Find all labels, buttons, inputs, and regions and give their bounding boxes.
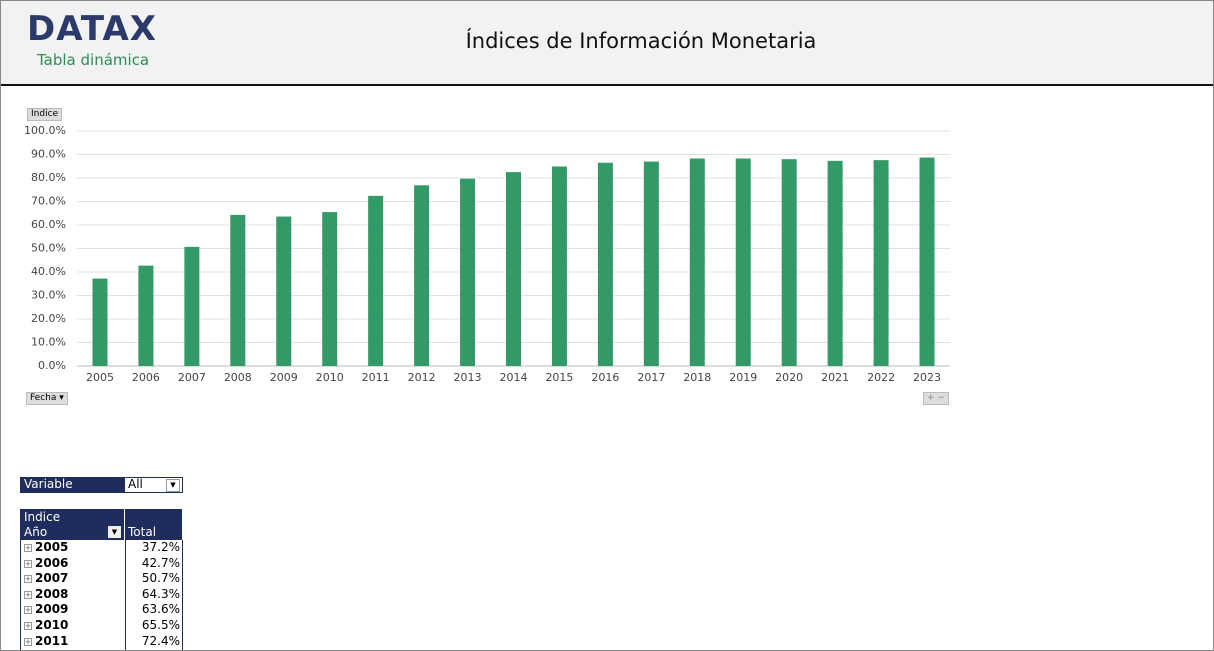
- y-tick-label: 80.0%: [31, 171, 66, 184]
- bar: [184, 246, 200, 366]
- bar: [689, 158, 705, 366]
- pivot-row-total: 37.2%: [141, 540, 180, 554]
- pivot-row-label: Año: [24, 525, 48, 539]
- filter-label-cell: Variable: [20, 477, 124, 493]
- expand-icon[interactable]: +: [24, 559, 32, 568]
- x-tick-label: 2022: [867, 371, 895, 384]
- expand-collapse-buttons[interactable]: + −: [923, 392, 949, 405]
- pivot-row-year: 2011: [35, 633, 69, 648]
- x-tick-label: 2011: [362, 371, 390, 384]
- logo-subtitle: Tabla dinámica: [37, 51, 150, 69]
- x-tick-label: 2017: [637, 371, 665, 384]
- x-tick-label: 2013: [454, 371, 482, 384]
- pivot-row-total: 63.6%: [141, 602, 180, 617]
- bar: [597, 162, 613, 366]
- x-tick-label: 2012: [408, 371, 436, 384]
- y-tick-label: 40.0%: [31, 265, 66, 278]
- divider: [124, 509, 125, 540]
- pivot-row-total: 50.7%: [141, 571, 180, 586]
- x-tick-label: 2016: [591, 371, 619, 384]
- x-tick-label: 2018: [683, 371, 711, 384]
- pivot-header: Indice Año ▼ Total: [20, 509, 182, 540]
- pivot-row-total: 65.5%: [141, 618, 180, 632]
- divider: [125, 540, 126, 650]
- expand-icon[interactable]: +: [24, 575, 32, 584]
- y-tick-label: 50.0%: [31, 242, 66, 255]
- x-tick-label: 2015: [545, 371, 573, 384]
- bar: [781, 159, 797, 366]
- pivot-row-year: 2010: [35, 618, 69, 632]
- bar: [414, 185, 430, 366]
- pivot-values-label: Indice: [24, 510, 61, 524]
- pivot-column-label: Total: [128, 525, 157, 539]
- y-tick-label: 70.0%: [31, 195, 66, 208]
- x-tick-label: 2019: [729, 371, 757, 384]
- filter-value: All: [128, 477, 143, 491]
- x-tick-label: 2021: [821, 371, 849, 384]
- pivot-row-year: 2009: [35, 602, 69, 617]
- pivot-row-total: 64.3%: [141, 586, 180, 601]
- x-tick-label: 2006: [132, 371, 160, 384]
- x-tick-label: 2007: [178, 371, 206, 384]
- expand-icon[interactable]: +: [24, 606, 32, 615]
- y-tick-label: 10.0%: [31, 336, 66, 349]
- bar: [322, 212, 338, 366]
- logo: DATAX: [27, 9, 157, 49]
- pivot-row-year: 2007: [35, 571, 69, 586]
- x-tick-label: 2014: [500, 371, 528, 384]
- bar: [92, 278, 108, 366]
- row-filter-button[interactable]: ▼: [108, 526, 121, 538]
- expand-icon[interactable]: +: [24, 637, 32, 646]
- x-tick-label: 2020: [775, 371, 803, 384]
- pivot-row-total: 72.4%: [141, 633, 180, 648]
- x-tick-label: 2023: [913, 371, 941, 384]
- page-title: Índices de Información Monetaria: [465, 29, 817, 53]
- y-tick-label: 90.0%: [31, 148, 66, 161]
- field-button[interactable]: Indice: [27, 108, 63, 121]
- y-tick-label: 20.0%: [31, 312, 66, 325]
- expand-icon[interactable]: +: [24, 544, 32, 552]
- header: DATAX Tabla dinámica Índices de Informac…: [1, 1, 1213, 86]
- bar: [735, 158, 751, 366]
- pivot-row-year: 2006: [35, 555, 69, 570]
- bar: [230, 214, 246, 366]
- x-tick-label: 2005: [86, 371, 114, 384]
- axis-field-button[interactable]: Fecha ▾: [26, 392, 68, 405]
- bar: [827, 160, 843, 366]
- bar: [276, 216, 292, 366]
- x-tick-label: 2009: [270, 371, 298, 384]
- y-tick-label: 100.0%: [24, 124, 66, 137]
- bar: [551, 166, 567, 366]
- y-tick-label: 0.0%: [38, 359, 66, 372]
- filter-label: Variable: [24, 477, 73, 491]
- axis-field-label: Fecha: [30, 393, 57, 403]
- x-tick-label: 2010: [316, 371, 344, 384]
- pivot-row-year: 2005: [35, 540, 69, 554]
- y-tick-label: 30.0%: [31, 289, 66, 302]
- bar: [506, 172, 521, 366]
- dropdown-arrow[interactable]: ▼: [166, 479, 180, 492]
- bar: [368, 195, 384, 366]
- pivot-row-year: 2008: [35, 586, 69, 601]
- bar: [138, 265, 154, 366]
- bar: [460, 178, 476, 366]
- chart: 0.0% 10.0% 20.0% 30.0% 40.0% 50.0% 60.0% 70.0% 8…: [24, 124, 950, 384]
- expand-icon[interactable]: +: [24, 590, 32, 599]
- pivot-body: +2005 37.2% +2006 42.7% +2007 50.7% +2008 64.3%…: [20, 540, 183, 650]
- bar: [873, 160, 889, 366]
- filter-dropdown[interactable]: All ▼: [124, 477, 183, 493]
- expand-icon[interactable]: +: [24, 622, 32, 630]
- x-tick-label: 2008: [224, 371, 252, 384]
- y-tick-label: 60.0%: [31, 218, 66, 231]
- bar: [643, 161, 659, 366]
- bar: [919, 157, 935, 366]
- pivot-row-total: 42.7%: [141, 555, 180, 570]
